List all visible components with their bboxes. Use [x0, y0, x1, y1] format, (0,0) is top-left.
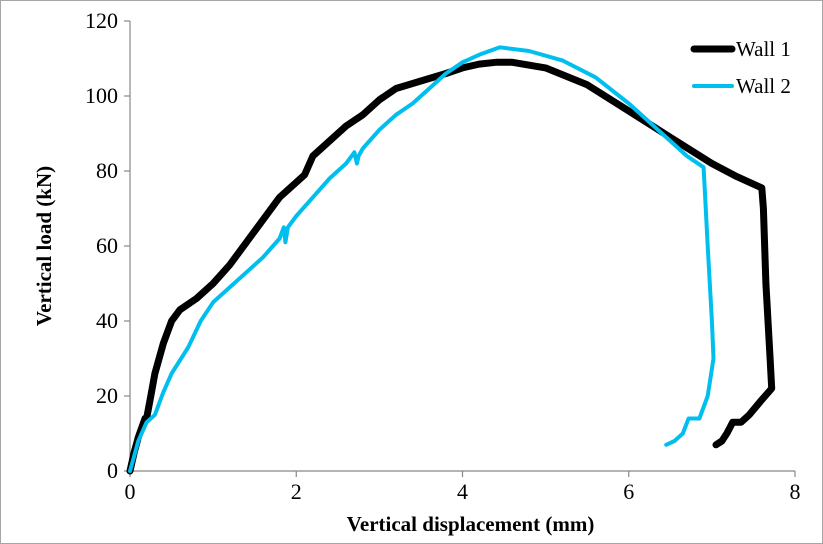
- series-line-1: [126, 58, 776, 475]
- y-tick-label: 40: [96, 308, 118, 333]
- y-tick-label: 20: [96, 383, 118, 408]
- x-tick-label: 6: [623, 479, 634, 504]
- x-tick-label: 8: [790, 479, 801, 504]
- y-tick-label: 60: [96, 233, 118, 258]
- legend-label-1: Wall 1: [736, 37, 791, 61]
- y-tick-label: 100: [85, 83, 118, 108]
- legend-label-2: Wall 2: [736, 74, 791, 98]
- series-layer: [126, 45, 776, 475]
- x-ticks: 0 2 4 6 8: [125, 471, 801, 504]
- x-axis-title: Vertical displacement (mm): [347, 512, 595, 536]
- x-tick-label: 2: [291, 479, 302, 504]
- y-tick-label: 120: [85, 8, 118, 33]
- y-tick-label: 0: [107, 458, 118, 483]
- y-ticks: 0 20 40 60 80 100 120: [85, 8, 130, 483]
- series-line-2: [128, 45, 716, 473]
- x-tick-label: 0: [125, 479, 136, 504]
- legend: Wall 1 Wall 2: [690, 37, 791, 98]
- y-tick-label: 80: [96, 158, 118, 183]
- axes: 0 2 4 6 8 0 20 40 60 80 100 120: [85, 8, 801, 504]
- x-tick-label: 4: [457, 479, 468, 504]
- y-axis-title: Vertical load (kN): [32, 166, 56, 326]
